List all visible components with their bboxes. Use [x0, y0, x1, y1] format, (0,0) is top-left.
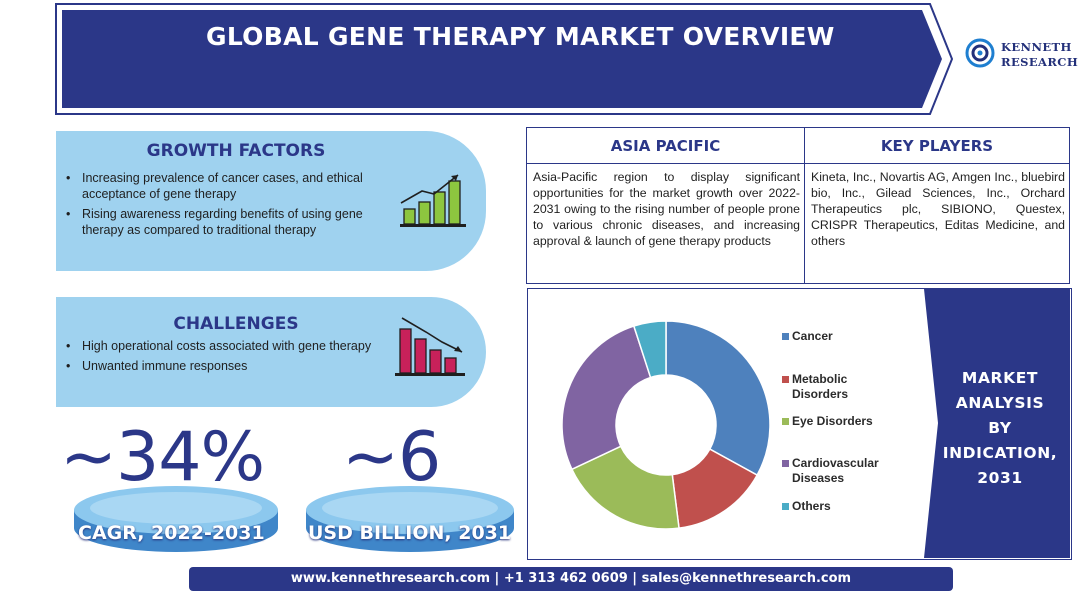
- logo-line-2: RESEARCH: [1001, 55, 1079, 69]
- legend-swatch: [782, 376, 789, 383]
- legend-swatch: [782, 460, 789, 467]
- legend-item-eye-disorders: Eye Disorders: [782, 414, 902, 429]
- info-table: ASIA PACIFIC Asia-Pacific region to disp…: [526, 127, 1070, 284]
- growth-bar-chart-icon: [400, 174, 466, 227]
- donut-slice-others: [632, 320, 667, 379]
- cagr-stat: ~34% CAGR, 2022-2031: [60, 418, 290, 558]
- growth-factors-panel: GROWTH FACTORS Increasing prevalence of …: [56, 131, 486, 271]
- growth-factors-title: GROWTH FACTORS: [146, 141, 326, 161]
- donut-slices: [561, 320, 771, 530]
- market-disc-shape: [306, 486, 514, 552]
- chart-title: MARKET ANALYSIS BY INDICATION, 2031: [935, 366, 1065, 491]
- header-arrow-shape: [55, 3, 954, 115]
- cagr-value: ~34%: [60, 418, 265, 497]
- key-players-text: Kineta, Inc., Novartis AG, Amgen Inc., b…: [811, 170, 1065, 248]
- key-players-column: KEY PLAYERS Kineta, Inc., Novartis AG, A…: [805, 128, 1069, 283]
- legend-item-cancer: Cancer: [782, 329, 902, 344]
- challenges-panel: CHALLENGES High operational costs associ…: [56, 297, 486, 407]
- donut-slice-cancer: [665, 320, 771, 477]
- logo-text: KENNETH RESEARCH: [1001, 40, 1078, 70]
- asia-pacific-text: Asia-Pacific region to display significa…: [533, 170, 800, 248]
- header-banner: GLOBAL GENE THERAPY MARKET OVERVIEW: [54, 2, 954, 116]
- legend-swatch: [782, 503, 789, 510]
- legend-label: Metabolic Disorders: [792, 372, 849, 401]
- challenge-item-1: High operational costs associated with g…: [66, 338, 396, 354]
- cagr-disc-shape: [74, 486, 278, 552]
- chart-title-line-1: MARKET: [961, 369, 1039, 387]
- donut-chart: [561, 289, 1070, 558]
- legend-label: Cardiovascular Diseases: [792, 456, 879, 485]
- legend-item-metabolic-disorders: Metabolic Disorders: [782, 372, 902, 402]
- declining-bar-chart-icon: [395, 317, 465, 376]
- legend-label: Eye Disorders: [792, 414, 873, 428]
- legend-label: Others: [792, 499, 831, 513]
- logo-line-1: KENNETH: [1001, 40, 1072, 54]
- market-size-label: USD BILLION, 2031: [308, 522, 512, 544]
- chart-title-line-4: INDICATION,: [942, 444, 1058, 462]
- chart-title-line-2: ANALYSIS: [955, 394, 1045, 412]
- legend-item-cardiovascular-diseases: Cardiovascular Diseases: [782, 456, 902, 486]
- chart-title-arrow-shape: [924, 289, 1070, 558]
- donut-slice-cardiovascular-diseases: [561, 325, 652, 471]
- asia-pacific-title: ASIA PACIFIC: [527, 128, 804, 164]
- asia-pacific-column: ASIA PACIFIC Asia-Pacific region to disp…: [527, 128, 805, 283]
- key-players-title: KEY PLAYERS: [805, 128, 1069, 164]
- legend-item-others: Others: [782, 499, 902, 514]
- legend-swatch: [782, 333, 789, 340]
- donut-slice-eye-disorders: [570, 445, 680, 530]
- legend-label: Cancer: [792, 329, 833, 343]
- challenges-list: High operational costs associated with g…: [66, 338, 396, 378]
- legend-swatch: [782, 418, 789, 425]
- footer-contact-bar: www.kennethresearch.com | +1 313 462 060…: [189, 567, 953, 591]
- chart-title-line-3: BY: [988, 419, 1012, 437]
- company-logo: KENNETH RESEARCH: [965, 36, 1078, 72]
- challenge-item-2: Unwanted immune responses: [66, 358, 396, 374]
- market-size-value: ~6: [342, 418, 441, 497]
- logo-mark-icon: [965, 38, 995, 68]
- cagr-label: CAGR, 2022-2031: [78, 522, 265, 544]
- growth-factor-item-2: Rising awareness regarding benefits of u…: [66, 206, 396, 238]
- market-size-stat: ~6 USD BILLION, 2031: [302, 418, 518, 558]
- challenges-title: CHALLENGES: [173, 314, 299, 334]
- growth-factor-item-1: Increasing prevalence of cancer cases, a…: [66, 170, 396, 202]
- chart-title-line-5: 2031: [977, 469, 1023, 487]
- page-title: GLOBAL GENE THERAPY MARKET OVERVIEW: [206, 22, 835, 51]
- growth-factors-list: Increasing prevalence of cancer cases, a…: [66, 170, 396, 242]
- chart-panel: Cancer Metabolic Disorders Eye Disorders Ca…: [527, 288, 1072, 560]
